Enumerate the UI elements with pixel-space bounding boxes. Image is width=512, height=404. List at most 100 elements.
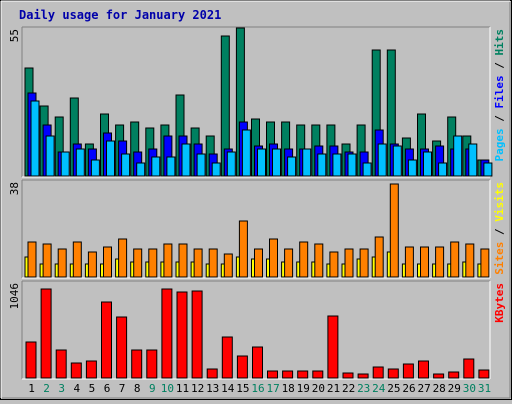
bar-pages-day-20 (317, 153, 327, 177)
bar-pages-day-28 (438, 162, 448, 177)
day-label-17: 17 (266, 382, 279, 395)
day-label-2: 2 (43, 382, 50, 395)
legend-item: Sites (493, 242, 506, 275)
bar-kbytes-day-9 (146, 349, 158, 379)
day-label-6: 6 (104, 382, 111, 395)
bar-kbytes-day-18 (282, 370, 294, 379)
bar-kbytes-day-1 (25, 341, 37, 379)
bar-pages-day-26 (407, 159, 417, 177)
bar-kbytes-day-19 (297, 370, 309, 379)
bar-kbytes-day-31 (478, 369, 490, 379)
day-label-3: 3 (58, 382, 65, 395)
day-label-28: 28 (433, 382, 446, 395)
day-label-21: 21 (327, 382, 340, 395)
bar-kbytes-day-8 (131, 349, 143, 379)
day-label-14: 14 (221, 382, 235, 395)
bar-pages-day-29 (453, 135, 463, 177)
bar-sites-day-20 (314, 243, 324, 278)
legend-item: Pages (493, 128, 506, 161)
bar-sites-day-8 (133, 248, 143, 278)
bar-pages-day-3 (60, 151, 70, 177)
day-label-7: 7 (119, 382, 126, 395)
bar-pages-day-18 (287, 156, 297, 177)
bar-pages-day-8 (136, 162, 146, 177)
bar-pages-day-21 (332, 153, 342, 177)
day-label-12: 12 (191, 382, 204, 395)
bar-kbytes-day-23 (357, 373, 369, 379)
bar-pages-day-22 (347, 153, 357, 177)
bar-sites-day-25 (389, 183, 399, 278)
day-label-16: 16 (251, 382, 264, 395)
bar-pages-day-19 (302, 148, 312, 177)
bar-kbytes-day-27 (418, 360, 429, 379)
bar-sites-day-17 (269, 238, 278, 278)
bar-kbytes-day-20 (312, 370, 324, 379)
bar-sites-day-2 (42, 243, 52, 278)
day-label-15: 15 (236, 382, 249, 395)
bar-pages-day-17 (272, 148, 281, 177)
bar-kbytes-day-7 (116, 316, 128, 379)
bar-kbytes-day-26 (402, 363, 414, 379)
chart-title: Daily usage for January 2021 (19, 8, 221, 22)
day-label-27: 27 (417, 382, 430, 395)
day-label-22: 22 (342, 382, 355, 395)
legend-item: Files (493, 75, 506, 108)
bar-kbytes-day-6 (101, 301, 112, 379)
bar-pages-day-7 (121, 153, 131, 177)
bar-sites-day-5 (87, 251, 97, 278)
bar-kbytes-day-4 (70, 362, 82, 379)
ymax-label-hits-files-pages: 55 (8, 29, 21, 42)
bar-sites-day-12 (193, 248, 203, 278)
bar-sites-day-10 (163, 243, 173, 278)
bar-kbytes-day-24 (372, 366, 384, 379)
day-label-20: 20 (312, 382, 325, 395)
bar-pages-day-4 (75, 148, 85, 177)
bar-sites-day-4 (72, 241, 82, 278)
day-label-10: 10 (161, 382, 174, 395)
bar-kbytes-day-28 (433, 373, 445, 379)
bar-pages-day-16 (257, 148, 266, 177)
bar-kbytes-day-21 (327, 315, 339, 379)
legend-item: Visits (493, 182, 506, 222)
bar-kbytes-day-17 (267, 370, 278, 379)
day-label-29: 29 (448, 382, 461, 395)
bar-pages-day-6 (106, 140, 115, 177)
bar-kbytes-day-30 (463, 358, 475, 379)
legend-item: / (493, 222, 506, 242)
bar-kbytes-day-14 (221, 336, 233, 379)
bar-sites-day-11 (178, 243, 188, 278)
bar-sites-day-23 (359, 248, 369, 278)
bar-sites-day-16 (254, 248, 263, 278)
bar-kbytes-day-11 (176, 291, 188, 379)
bar-pages-day-12 (196, 153, 206, 177)
bar-sites-day-18 (284, 248, 294, 278)
bar-pages-day-23 (362, 162, 372, 177)
bar-pages-day-25 (392, 145, 402, 177)
bar-pages-day-5 (90, 159, 100, 177)
day-label-31: 31 (478, 382, 491, 395)
bar-kbytes-day-3 (55, 349, 67, 379)
bar-pages-day-14 (226, 151, 236, 177)
ymax-label-sites-visits: 38 (8, 182, 21, 195)
bar-pages-day-2 (45, 135, 55, 177)
legend-item: / (493, 56, 506, 76)
legend-item: / (493, 109, 506, 129)
day-label-19: 19 (297, 382, 310, 395)
bar-sites-day-6 (103, 246, 112, 278)
day-label-1: 1 (28, 382, 35, 395)
day-label-13: 13 (206, 382, 219, 395)
bar-kbytes-day-12 (191, 290, 203, 379)
bar-sites-day-29 (450, 241, 460, 278)
bar-kbytes-day-5 (85, 360, 97, 379)
day-label-26: 26 (402, 382, 415, 395)
bar-pages-day-11 (181, 143, 191, 177)
panel-hits-files-pages: 55 Pages / Files / Hits (8, 26, 506, 178)
bar-sites-day-22 (344, 248, 354, 278)
bar-sites-day-19 (299, 241, 309, 278)
day-label-11: 11 (176, 382, 189, 395)
bar-kbytes-day-2 (40, 288, 52, 379)
bar-pages-day-9 (151, 156, 161, 177)
ymax-label-kbytes: 1046 (8, 283, 21, 310)
